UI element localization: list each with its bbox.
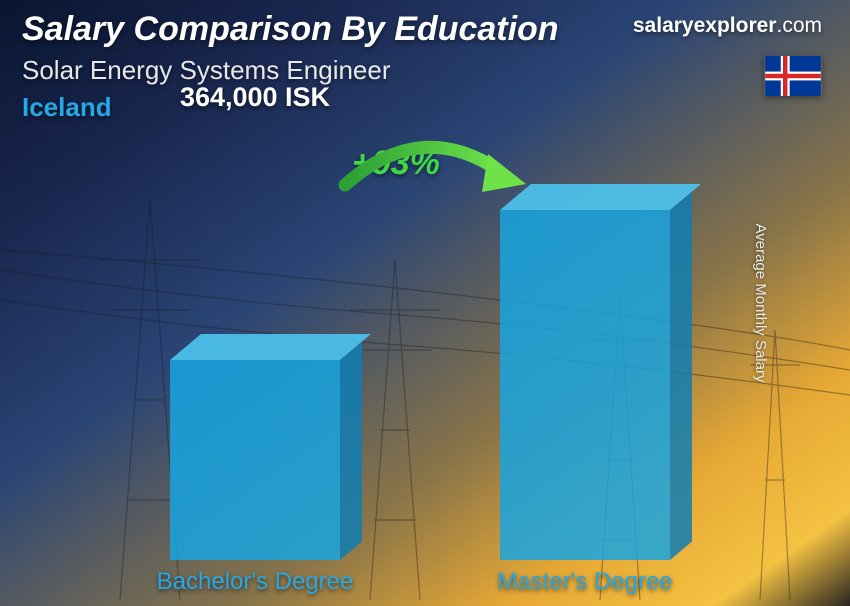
- bar3d: [170, 334, 340, 560]
- iceland-flag-icon: [764, 56, 822, 96]
- bar-value: 364,000 ISK: [125, 82, 385, 113]
- bar-chart: 364,000 ISK 703,000 ISK Bachelor's Degre…: [0, 146, 850, 606]
- bar-bachelors: 364,000 ISK: [155, 334, 355, 560]
- brand-tld: .com: [776, 14, 822, 37]
- x-label-masters: Master's Degree: [455, 568, 715, 596]
- bar-front-face: [170, 360, 340, 560]
- brand-name: salaryexplorer: [633, 14, 777, 37]
- bar-side-face: [340, 342, 362, 560]
- bar-front-face: [500, 210, 670, 560]
- bar-masters: 703,000 ISK: [485, 184, 685, 560]
- brand: salaryexplorer.com: [633, 14, 822, 38]
- x-label-bachelors: Bachelor's Degree: [125, 568, 385, 596]
- bar-top-face: [500, 184, 701, 210]
- bar-side-face: [670, 192, 692, 560]
- bar-top-face: [170, 334, 371, 360]
- bar3d: [500, 184, 670, 560]
